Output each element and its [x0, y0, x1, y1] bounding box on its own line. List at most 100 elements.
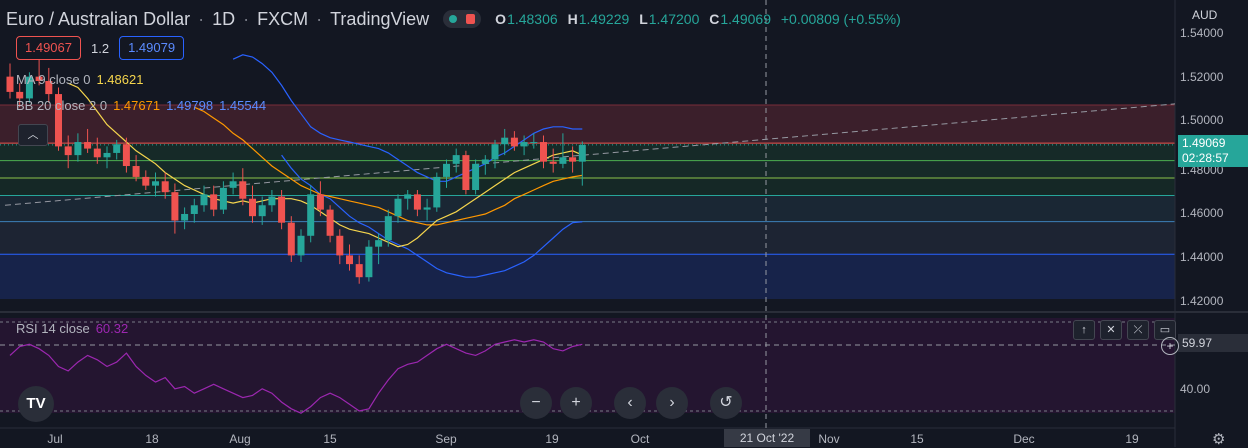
candle-body — [307, 194, 315, 236]
bb-legend[interactable]: BB 20 close 2 0 1.47671 1.49798 1.45544 — [16, 98, 267, 113]
candle — [93, 137, 101, 164]
candle — [258, 196, 266, 225]
rsi-current-label: 59.97 — [1178, 334, 1248, 352]
candle-body — [355, 264, 363, 278]
candle — [355, 255, 363, 284]
zoom-in-button[interactable]: + — [560, 387, 592, 419]
candle-body — [404, 194, 412, 199]
candle-body — [346, 255, 353, 265]
candle — [404, 190, 412, 210]
scroll-right-button[interactable]: › — [656, 387, 688, 419]
interval[interactable]: 1D — [212, 8, 236, 29]
candle — [278, 190, 286, 230]
candle-body — [219, 187, 227, 210]
candle-body — [491, 144, 499, 160]
collapse-pane-icon[interactable]: ⤫ — [1127, 320, 1149, 340]
settings-gear-icon[interactable]: ⚙ — [1212, 431, 1226, 448]
candle-body — [316, 194, 324, 210]
flag-icon — [466, 14, 476, 24]
candle — [35, 59, 43, 86]
candle — [297, 229, 305, 262]
price-tick: 1.42000 — [1180, 294, 1224, 308]
buy-button[interactable]: 1.49079 — [119, 36, 185, 60]
candle — [540, 135, 547, 169]
delete-pane-icon[interactable]: ✕ — [1100, 320, 1122, 340]
time-tick: Jul — [47, 432, 63, 446]
candle — [452, 148, 460, 173]
candle-body — [229, 181, 237, 188]
price-tick: 1.54000 — [1180, 26, 1224, 40]
candle-body — [375, 240, 383, 247]
candle-body — [93, 148, 101, 158]
candle-body — [152, 181, 159, 186]
candle-body — [559, 157, 567, 164]
candle — [462, 150, 470, 195]
bb-lower-value: 1.45544 — [219, 98, 267, 113]
candle-body — [481, 159, 489, 164]
price-tick: 1.50000 — [1180, 113, 1224, 127]
add-alert-icon[interactable]: + — [1161, 337, 1179, 355]
currency-selector[interactable]: AUD — [1192, 8, 1218, 22]
candle-body — [384, 216, 392, 241]
time-tick: 15 — [910, 432, 924, 446]
zoom-out-button[interactable]: − — [520, 387, 552, 419]
candle-body — [278, 196, 286, 223]
candle — [16, 83, 24, 108]
candle-body — [161, 181, 169, 193]
candle-body — [258, 205, 266, 217]
platform: TradingView — [330, 8, 430, 29]
candle — [510, 131, 518, 151]
candle — [55, 87, 62, 151]
candle — [384, 209, 392, 247]
candle — [122, 137, 130, 173]
candle — [64, 135, 72, 169]
candle — [336, 229, 344, 265]
change-value: +0.00809 (+0.55%) — [780, 11, 901, 27]
scroll-left-button[interactable]: ‹ — [614, 387, 646, 419]
candle-body — [74, 142, 82, 156]
bb-lower-line — [281, 154, 583, 278]
rsi-legend-value: 60.32 — [95, 321, 129, 336]
candle-body — [423, 207, 431, 210]
time-tick: 15 — [323, 432, 337, 446]
candle-body — [413, 194, 421, 210]
candle-body — [540, 142, 547, 162]
time-tick: Sep — [435, 432, 457, 446]
ma-legend[interactable]: MA 9 close 0 1.48621 — [16, 72, 144, 87]
collapse-legend-button[interactable]: ︿ — [18, 124, 48, 146]
candle — [481, 155, 489, 175]
price-tick: 1.52000 — [1180, 70, 1224, 84]
candle-body — [103, 152, 111, 158]
candle-body — [443, 163, 450, 177]
move-pane-up-icon[interactable]: ↑ — [1073, 320, 1095, 340]
candle — [413, 190, 421, 217]
reset-chart-button[interactable]: ↺ — [710, 387, 742, 419]
candle — [25, 72, 33, 103]
symbol-name[interactable]: Euro / Australian Dollar — [6, 8, 191, 29]
market-status-toggle[interactable] — [443, 10, 482, 28]
time-tick: 19 — [545, 432, 559, 446]
candle — [326, 205, 334, 243]
separator: · — [198, 8, 205, 29]
close-value: C1.49069 — [709, 11, 771, 27]
candle-body — [549, 161, 557, 164]
price-zone — [0, 221, 1175, 255]
candle-body — [35, 76, 43, 81]
candle-body — [122, 144, 130, 167]
sell-button[interactable]: 1.49067 — [16, 36, 81, 60]
candle-body — [64, 146, 72, 156]
candle-body — [268, 196, 276, 206]
tradingview-logo[interactable]: TV — [18, 386, 54, 422]
time-tick: Nov — [818, 432, 840, 446]
candle-body — [530, 142, 538, 144]
candle — [142, 170, 150, 190]
bb-upper-value: 1.49798 — [166, 98, 214, 113]
ohlc-values: O1.48306 H1.49229 L1.47200 C1.49069 +0.0… — [495, 11, 907, 27]
rsi-legend[interactable]: RSI 14 close 60.32 — [16, 321, 129, 336]
candle — [287, 216, 295, 262]
maximize-pane-icon[interactable]: ▭ — [1154, 320, 1176, 340]
last-price-label: 1.49069 02:28:57 — [1178, 135, 1248, 167]
candle-body — [365, 246, 373, 278]
candle — [501, 128, 509, 156]
